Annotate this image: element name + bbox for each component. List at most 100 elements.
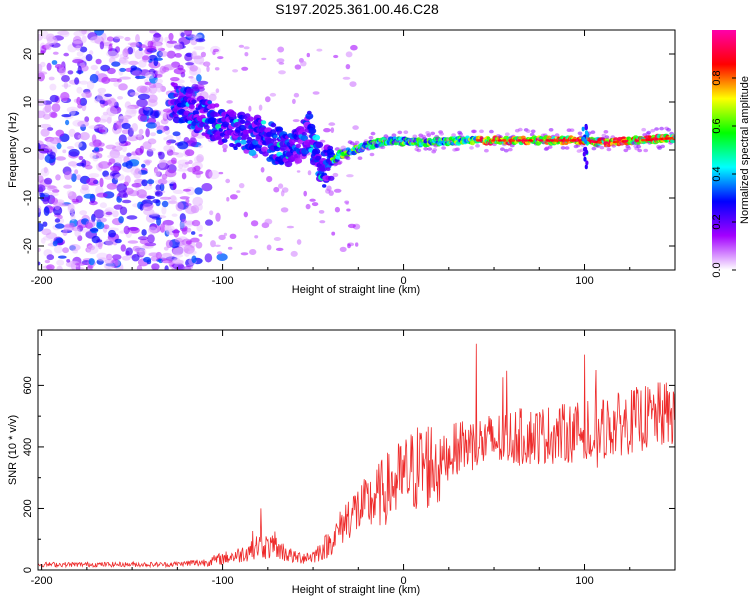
heatmap-cell xyxy=(306,110,312,115)
heatmap-cell xyxy=(105,207,114,213)
heatmap-cell xyxy=(156,83,163,93)
heatmap-cell xyxy=(63,52,69,57)
heatmap-cell xyxy=(85,247,92,253)
heatmap-cell xyxy=(118,59,129,64)
heatmap-cell xyxy=(582,151,586,157)
heatmap-cell xyxy=(42,221,48,227)
heatmap-cell xyxy=(52,51,59,55)
heatmap-cell xyxy=(98,142,105,147)
heatmap-cell xyxy=(187,250,197,255)
heatmap-cell xyxy=(397,130,403,135)
heatmap-cell xyxy=(185,203,192,206)
heatmap-cell xyxy=(77,120,89,128)
heatmap-cell xyxy=(163,225,175,232)
heatmap-cell xyxy=(416,148,422,153)
heatmap-cell xyxy=(98,161,111,169)
heatmap-cell xyxy=(99,177,104,188)
heatmap-cell xyxy=(145,45,157,51)
heatmap-cell xyxy=(76,51,84,57)
heatmap-cell xyxy=(222,144,228,150)
heatmap-cell xyxy=(380,145,386,150)
heatmap-cell xyxy=(72,35,82,45)
heatmap-cell xyxy=(89,228,99,232)
heatmap-cell xyxy=(210,240,216,248)
heatmap-cell xyxy=(141,179,148,187)
heatmap-cell xyxy=(135,147,144,156)
heatmap-cell xyxy=(136,85,148,93)
heatmap-cell xyxy=(118,113,124,123)
heatmap-cell xyxy=(77,134,84,139)
heatmap-cell xyxy=(111,61,121,67)
heatmap-cell xyxy=(272,137,277,142)
heatmap-cell xyxy=(455,147,460,151)
heatmap-cell xyxy=(76,86,83,94)
heatmap-cell xyxy=(160,85,167,92)
heatmap-cell xyxy=(636,144,642,149)
heatmap-cell xyxy=(172,189,184,194)
heatmap-cell xyxy=(278,62,285,65)
heatmap-cell xyxy=(42,106,49,114)
heatmap-cell xyxy=(60,30,70,38)
y-tick-label: 600 xyxy=(22,376,34,394)
heatmap-cell xyxy=(121,199,132,204)
heatmap-cell xyxy=(39,123,52,129)
heatmap-cell xyxy=(177,141,189,150)
heatmap-cell xyxy=(140,49,147,56)
heatmap-cell xyxy=(412,134,418,139)
heatmap-cell xyxy=(204,253,213,263)
heatmap-cell xyxy=(163,246,169,251)
heatmap-cell xyxy=(58,64,65,70)
heatmap-cell xyxy=(315,141,324,148)
heatmap-cell xyxy=(153,74,163,78)
heatmap-cell xyxy=(114,238,122,244)
heatmap-cell xyxy=(325,167,331,172)
heatmap-cell xyxy=(177,168,189,172)
heatmap-cell xyxy=(368,135,374,140)
heatmap-cell xyxy=(64,224,74,228)
heatmap-cell xyxy=(126,106,136,115)
heatmap-cell xyxy=(81,35,87,43)
heatmap-cell xyxy=(305,203,311,210)
heatmap-cell xyxy=(40,237,46,244)
heatmap-cell xyxy=(118,190,127,198)
heatmap-cell xyxy=(134,133,143,138)
heatmap-cell xyxy=(173,253,184,258)
heatmap-cell xyxy=(173,67,186,75)
heatmap-cell xyxy=(226,197,230,202)
heatmap-cell xyxy=(145,71,156,79)
heatmap-cell xyxy=(132,245,145,253)
heatmap-cell xyxy=(478,139,483,142)
heatmap-cell xyxy=(161,200,169,208)
heatmap-cell xyxy=(198,234,203,237)
heatmap-cell xyxy=(38,151,45,161)
heatmap-cell xyxy=(46,254,55,261)
heatmap-cell xyxy=(44,136,55,142)
heatmap-cell xyxy=(168,151,179,156)
heatmap-cell xyxy=(192,110,199,116)
heatmap-cell xyxy=(67,191,77,201)
heatmap-cell xyxy=(160,252,173,261)
heatmap-cell xyxy=(305,113,314,120)
heatmap-cell xyxy=(196,224,203,232)
heatmap-cell xyxy=(229,233,237,239)
heatmap-cell xyxy=(309,198,316,202)
heatmap-cell xyxy=(50,42,61,48)
heatmap-cell xyxy=(147,147,156,152)
heatmap-cell xyxy=(528,139,533,142)
heatmap-cell xyxy=(332,172,339,178)
heatmap-cell xyxy=(243,46,250,50)
heatmap-cell xyxy=(97,87,107,94)
y-tick-label: -20 xyxy=(22,238,34,254)
heatmap-cell xyxy=(88,173,100,178)
heatmap-cell xyxy=(123,225,130,235)
heatmap-cell xyxy=(77,65,82,75)
heatmap-cell xyxy=(427,147,433,151)
heatmap-cell xyxy=(215,123,223,130)
heatmap-cell xyxy=(178,241,189,250)
heatmap-cell xyxy=(334,206,340,213)
heatmap-cell xyxy=(357,156,363,160)
heatmap-cell xyxy=(183,266,193,270)
heatmap-cell xyxy=(174,53,182,58)
heatmap-cell xyxy=(238,183,245,189)
heatmap-cell xyxy=(266,176,273,183)
